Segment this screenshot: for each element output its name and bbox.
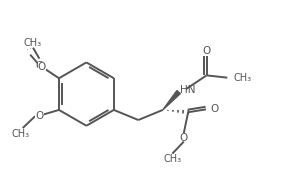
- Text: CH₃: CH₃: [234, 73, 252, 83]
- Text: O: O: [179, 133, 187, 143]
- Text: CH₃: CH₃: [163, 154, 181, 164]
- Text: O: O: [210, 104, 218, 114]
- Text: O: O: [35, 111, 43, 121]
- Text: O: O: [30, 48, 31, 49]
- Polygon shape: [163, 91, 180, 110]
- Text: CH₃: CH₃: [11, 129, 29, 139]
- Text: CH₃: CH₃: [23, 38, 41, 48]
- Text: O: O: [37, 62, 46, 72]
- Text: O: O: [27, 49, 29, 50]
- Text: O: O: [35, 60, 44, 71]
- Text: O: O: [202, 46, 211, 56]
- Text: HN: HN: [180, 85, 195, 95]
- Text: O: O: [30, 41, 31, 42]
